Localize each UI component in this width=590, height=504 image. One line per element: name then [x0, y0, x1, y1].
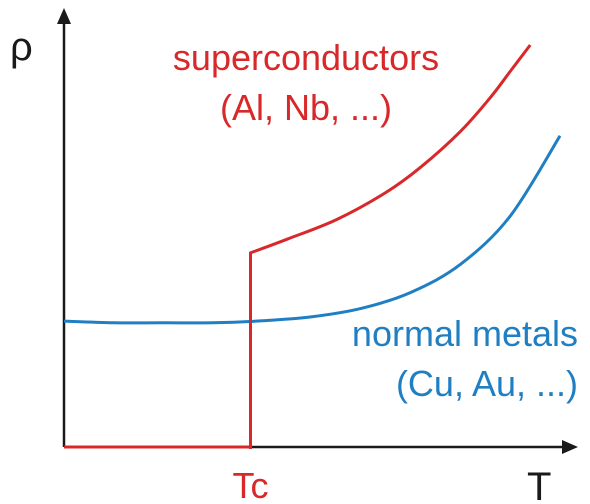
- x-tick-label-tc: Tc: [232, 465, 268, 504]
- series-line-normal-metals: [63, 135, 562, 325]
- series-layer: [63, 44, 562, 449]
- legend-sublabel-superconductors: (Al, Nb, ...): [220, 87, 392, 128]
- legend-label-normal-metals: normal metals: [352, 313, 578, 354]
- y-axis-arrow: [57, 8, 71, 24]
- series-line-superconductors: [64, 44, 532, 449]
- legend-sublabel-normal-metals: (Cu, Au, ...): [396, 363, 578, 404]
- y-axis-label: ρ: [10, 25, 33, 69]
- legend-label-superconductors: superconductors: [173, 37, 439, 78]
- x-axis-label: T: [527, 465, 551, 504]
- x-axis-arrow: [562, 440, 578, 454]
